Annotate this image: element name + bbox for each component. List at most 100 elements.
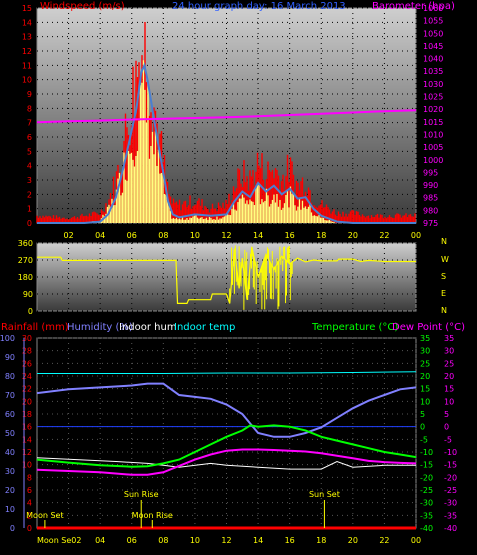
humidity-tick-label: 50 [5,429,15,438]
wind-y-tick-label: 7 [27,119,32,128]
wind-y-tick-label: 4 [27,162,32,171]
humidity-tick-label: 40 [5,448,15,457]
wind-x-tick-label: 04 [95,231,105,240]
dew-point-tick-label: 35 [444,334,454,343]
direction-panel-ticks: 0 90 180 270 360 [18,239,33,316]
temp-x-tick-label: 18 [316,536,326,545]
temp-x-tick-label: 12 [221,536,231,545]
dew-point-tick-label: -20 [444,473,457,482]
direction-panel-marks [37,245,416,310]
compass-letter: N [441,306,447,315]
barometer-tick-label: 1005 [423,143,443,152]
dew-point-tick-label: 25 [444,359,454,368]
wind-y-tick-label: 15 [22,4,32,13]
humidity-tick-label: 100 [0,334,15,343]
temp-x-tick-label: 08 [158,536,168,545]
temp-panel-marks [36,371,417,530]
barometer-tick-label: 1035 [423,67,443,76]
date-title: 24 hour graph day: 16 March 2013 [172,1,346,12]
humidity-tick-label: 30 [5,467,15,476]
legend-rainfall: Rainfall (mm) [1,322,69,333]
wind-x-tick-label: 16 [285,231,295,240]
dew-point-tick-label: -5 [444,435,452,444]
temp-x-tick-label: 10 [190,536,200,545]
rainfall-tick-label: 0 [27,524,32,533]
temperature-line [36,424,417,468]
barometer-tick-label: 975 [423,219,438,228]
temp-x-tick-label: 16 [285,536,295,545]
temp-x-tick-label: 06 [127,536,137,545]
temp-x-tick-label: 14 [253,536,263,545]
humidity-tick-label: 0 [10,524,15,533]
wind-x-tick-label: 12 [221,231,231,240]
barometer-tick-label: 980 [423,206,438,215]
rainfall-tick-label: 2 [27,511,32,520]
humidity-tick-label: 60 [5,410,15,419]
dew-point-tick-label: 30 [444,347,454,356]
dew-point-tick-label: -35 [444,511,457,520]
rainfall-tick-label: 20 [22,397,32,406]
wind-panel-background [36,7,417,224]
rainfall-tick-label: 18 [22,410,32,419]
dew-point-tick-label: -25 [444,486,457,495]
direction-y-tick-label: 360 [18,239,33,248]
temperature-tick-label: 20 [420,372,430,381]
wind-x-tick-label: 20 [348,231,358,240]
temperature-tick-label: -10 [420,448,433,457]
compass-letter: N [441,237,447,246]
wind-x-tick-label: 06 [127,231,137,240]
barometer-tick-label: 1055 [423,17,443,26]
wind-x-tick-label: 22 [379,231,389,240]
bottom-legend: Rainfall (mm) Humidity (%) Indoor hum In… [1,322,465,333]
dew-point-tick-label: 15 [444,385,454,394]
legend-dew-point: Dew Point (°C) [392,322,465,333]
wind-x-tick-label: 08 [158,231,168,240]
barometer-tick-label: 1060 [423,4,443,13]
wind-panel-grid [37,7,417,224]
direction-y-tick-label: 180 [18,273,33,282]
dew-point-tick-label: 20 [444,372,454,381]
rainfall-tick-label: 16 [22,423,32,432]
wind-y-tick-label: 8 [27,104,32,113]
rainfall-tick-label: 8 [27,473,32,482]
wind-y-tick-label: 12 [22,47,32,56]
wind-x-tick-label: 14 [253,231,263,240]
event-label: Moon Rise [132,511,173,520]
direction-panel-grid [37,242,417,312]
wind-y-tick-label: 9 [27,90,32,99]
wind-y-tick-label: 2 [27,190,32,199]
temperature-tick-label: 15 [420,385,430,394]
wind-y-tick-label: 13 [22,33,32,42]
temp-x-tick-label: 04 [95,536,105,545]
temperature-tick-label: 0 [420,423,425,432]
wind-y-tick-label: 5 [27,147,32,156]
wind-mean-line [37,62,416,224]
wind-y-tick-label: 6 [27,133,32,142]
barometer-tick-label: 1020 [423,105,443,114]
windspeed-title: Windspeed (m/s) [40,1,125,12]
barometer-tick-label: 995 [423,168,438,177]
compass-letter: E [441,289,446,298]
temperature-tick-label: 10 [420,397,430,406]
dew-point-tick-label: -10 [444,448,457,457]
humidity-tick-label: 70 [5,391,15,400]
humidity-tick-label: 80 [5,372,15,381]
wind-x-tick-label: 18 [316,231,326,240]
legend-temperature: Temperature (°C) [311,322,398,333]
barometer-tick-label: 985 [423,194,438,203]
wind-y-tick-label: 3 [27,176,32,185]
rainfall-tick-label: 10 [22,461,32,470]
wind-panel-marks [36,22,417,224]
humidity-tick-label: 20 [5,486,15,495]
humidity-tick-label: 10 [5,505,15,514]
barometer-tick-label: 1030 [423,80,443,89]
rainfall-tick-label: 30 [22,334,32,343]
temperature-tick-label: -30 [420,499,433,508]
temp-x-tick-label: 00 [411,536,421,545]
dew-point-tick-label: 10 [444,397,454,406]
temperature-tick-label: -15 [420,461,433,470]
barometer-tick-label: 1045 [423,42,443,51]
barometer-title: Barometer (hpa) [372,1,455,12]
